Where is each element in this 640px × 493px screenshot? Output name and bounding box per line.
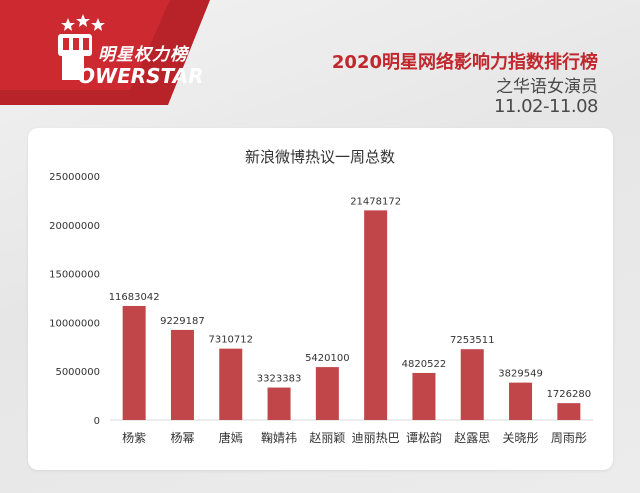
logo-chinese-text: 明星权力榜 [98,45,188,65]
y-tick-label: 20000000 [49,221,100,232]
powerstar-logo-banner: 明星权力榜 OWERSTAR [0,0,220,105]
bar-value-label: 11683042 [109,292,160,303]
bar [170,329,194,420]
bar-value-label: 1726280 [547,389,592,400]
x-category-label: 赵丽颖 [309,431,345,445]
x-category-label: 谭松韵 [406,430,442,445]
bar [364,210,388,420]
x-category-label: 鞠婧祎 [261,430,297,445]
star-icons [61,14,105,31]
bar [219,348,243,420]
bar-value-label: 7310712 [208,335,253,346]
chart-card: 新浪微博热议一周总数 0 5000000 10000000 15000000 20000… [28,128,613,470]
x-category-label: 杨紫 [122,430,146,445]
bar [412,372,436,420]
bar [509,382,533,420]
fist-icon [58,34,92,80]
y-tick-label: 15000000 [49,270,100,281]
x-category-label: 杨幂 [170,430,194,445]
bar-value-label: 3323383 [257,374,302,385]
bar [315,367,339,420]
bar-value-label: 5420100 [305,353,350,364]
x-category-label: 唐嫣 [219,430,243,445]
y-tick-label: 5000000 [55,367,100,378]
chart-title: 新浪微博热议一周总数 [245,148,395,166]
bar-value-label: 3829549 [498,369,543,380]
x-category-label: 周雨彤 [551,431,587,445]
date-range: 11.02-11.08 [493,96,599,117]
bar [122,305,146,420]
bar [557,403,581,420]
page-title: 2020明星网络影响力指数排行榜 [331,52,598,73]
x-category-label: 迪丽热巴 [352,431,400,445]
bar-value-label: 21478172 [350,196,401,207]
y-tick-label: 10000000 [49,318,100,329]
x-category-label: 赵露思 [454,431,490,445]
bar-value-label: 7253511 [450,335,495,346]
x-category-label: 关晓彤 [503,431,539,445]
x-labels: 杨紫 杨幂 唐嫣 鞠婧祎 赵丽颖 迪丽热巴 谭松韵 赵露思 关晓彤 周雨彤 [122,430,587,445]
bar-value-label: 4820522 [402,359,447,370]
bar-chart: 新浪微博热议一周总数 0 5000000 10000000 15000000 20000… [49,148,593,445]
bar [267,387,291,420]
logo-english-text: OWERSTAR [78,64,204,88]
bars [122,210,581,420]
page-subtitle: 之华语女演员 [496,77,598,97]
bar-value-label: 9229187 [160,316,205,327]
logo-banner-shape [0,0,210,105]
y-tick-label: 0 [94,416,100,427]
bar [460,349,484,420]
y-tick-label: 25000000 [49,172,100,183]
